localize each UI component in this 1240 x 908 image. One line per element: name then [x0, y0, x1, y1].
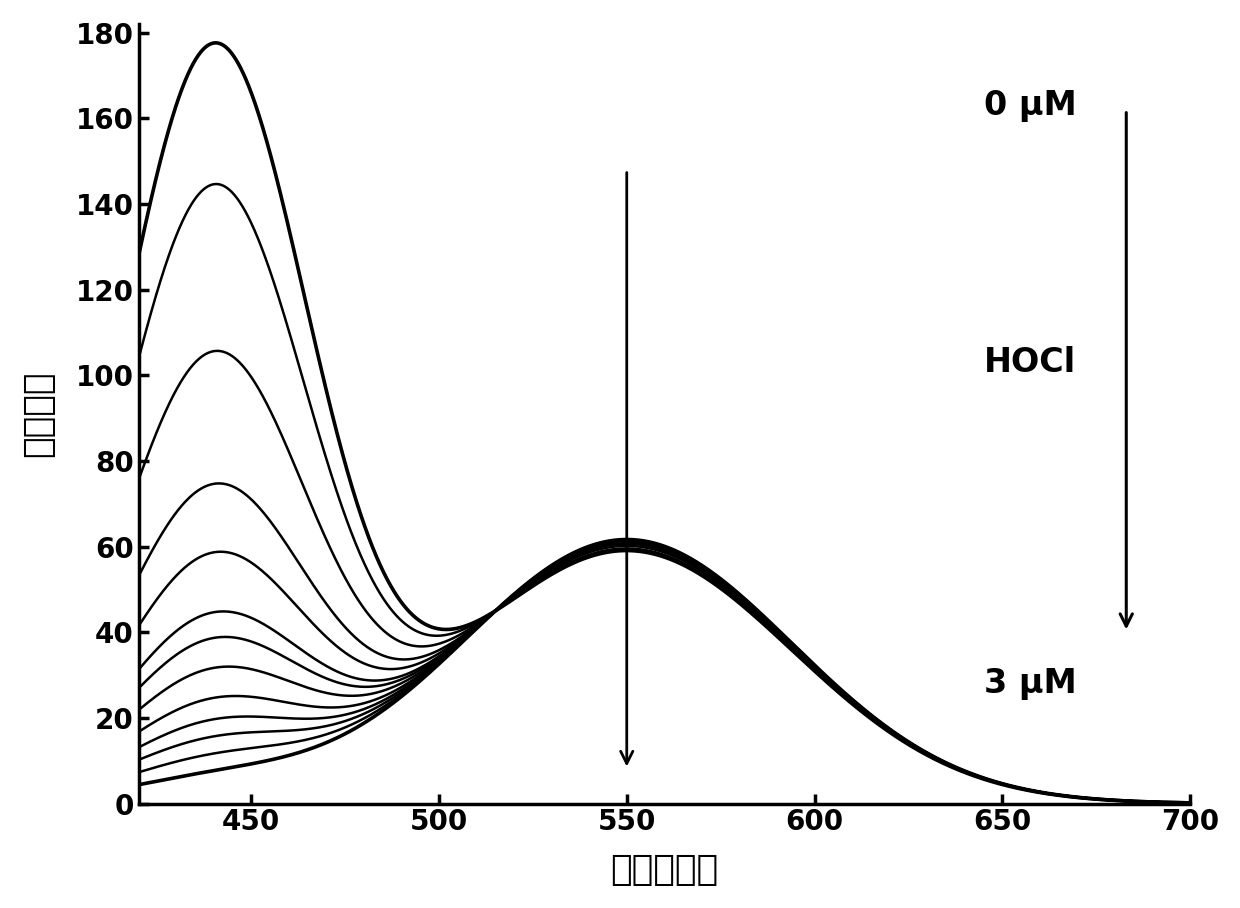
Text: HOCl: HOCl — [983, 346, 1075, 379]
Text: 3 μM: 3 μM — [983, 667, 1076, 700]
Y-axis label: 荧光强度: 荧光强度 — [21, 370, 55, 457]
X-axis label: 波长／纳米: 波长／纳米 — [610, 854, 718, 887]
Text: 0 μM: 0 μM — [983, 89, 1076, 122]
